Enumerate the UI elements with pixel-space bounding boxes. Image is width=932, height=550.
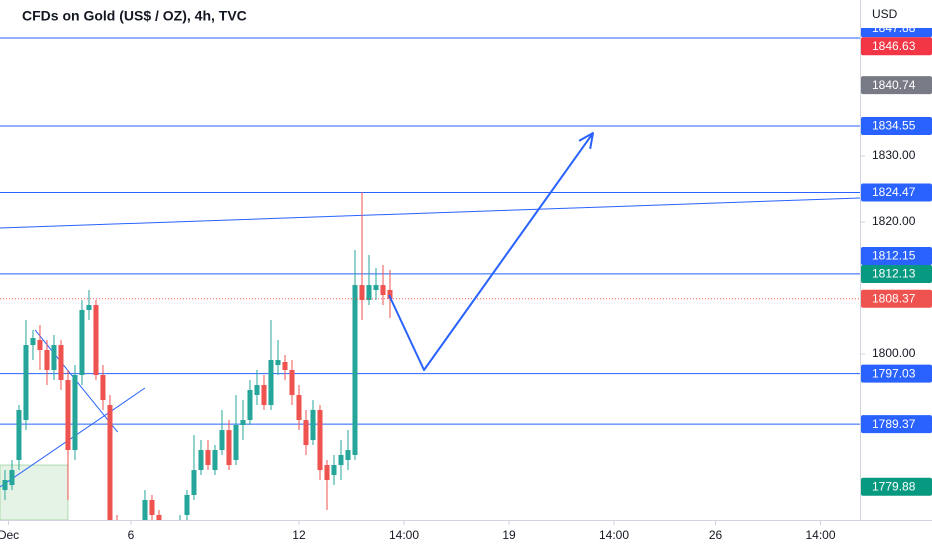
level-label-box bbox=[861, 246, 932, 265]
level-label: 1824.47 bbox=[872, 185, 916, 199]
x-tick-label: 14:00 bbox=[599, 528, 629, 542]
candle-body bbox=[282, 362, 288, 370]
candle-body bbox=[205, 450, 211, 466]
chart-title: CFDs on Gold (US$ / OZ), 4h, TVC bbox=[22, 8, 247, 24]
y-tick-label: 1830.00 bbox=[872, 148, 916, 162]
candle-body bbox=[16, 409, 22, 461]
candle-body bbox=[219, 430, 225, 451]
candle-body bbox=[240, 420, 246, 426]
candle-body bbox=[30, 338, 36, 346]
candle-body bbox=[261, 385, 267, 406]
candle-body bbox=[177, 520, 182, 535]
candle-body bbox=[366, 285, 372, 301]
candle-body bbox=[317, 409, 323, 471]
last-price-label: 1808.37 bbox=[872, 291, 916, 305]
candle-body bbox=[275, 360, 281, 366]
candle-body bbox=[44, 349, 50, 370]
candle-body bbox=[72, 375, 78, 451]
candle-body bbox=[93, 305, 99, 376]
arrow-head bbox=[578, 132, 595, 149]
candle-body bbox=[303, 420, 309, 446]
level-label-box bbox=[861, 116, 932, 135]
candle-body bbox=[86, 305, 92, 310]
candle-body bbox=[254, 385, 260, 395]
candle-body bbox=[268, 360, 274, 406]
candle-body bbox=[58, 345, 64, 381]
candle-body bbox=[184, 494, 190, 515]
candle-body bbox=[233, 425, 239, 461]
level-label: 1789.37 bbox=[872, 417, 916, 431]
candle-body bbox=[324, 465, 330, 481]
candle-body bbox=[310, 409, 316, 441]
marker-label: 1779.88 bbox=[872, 479, 916, 493]
candle-body bbox=[198, 450, 204, 471]
candle-body bbox=[163, 525, 168, 530]
y-tick-label: 1800.00 bbox=[872, 346, 916, 360]
candle-body bbox=[170, 525, 175, 535]
x-tick-label: 19 bbox=[502, 528, 516, 542]
marker-label: 1840.74 bbox=[872, 78, 916, 92]
marker-label: 1812.13 bbox=[872, 267, 916, 281]
candle-body bbox=[23, 345, 29, 421]
y-tick-label: 1820.00 bbox=[872, 214, 916, 228]
level-label: 1812.15 bbox=[872, 249, 916, 263]
candle-body bbox=[296, 394, 302, 421]
candle-body bbox=[289, 369, 295, 395]
level-label: 1834.55 bbox=[872, 119, 916, 133]
level-label-box bbox=[861, 364, 932, 383]
candle-body bbox=[352, 285, 358, 455]
candle-body bbox=[380, 285, 386, 296]
marker-label-box bbox=[861, 76, 932, 95]
candle-body bbox=[191, 470, 197, 495]
candle-body bbox=[156, 514, 162, 520]
candle-body bbox=[212, 450, 218, 471]
candle-body bbox=[121, 540, 126, 550]
x-tick-label: 26 bbox=[709, 528, 723, 542]
candle-body bbox=[331, 465, 337, 475]
unit-label: USD bbox=[872, 7, 898, 21]
marker-label-box bbox=[861, 264, 932, 283]
trend-line bbox=[0, 197, 860, 229]
x-tick-label: 12 bbox=[292, 528, 306, 542]
candle-body bbox=[65, 380, 71, 451]
candle-body bbox=[100, 375, 106, 401]
x-tick-label: 14:00 bbox=[806, 528, 836, 542]
level-label-box bbox=[861, 183, 932, 202]
candle-body bbox=[359, 285, 365, 301]
x-tick-label: 6 bbox=[128, 528, 135, 542]
marker-label-box bbox=[861, 477, 932, 496]
last-price-label-box bbox=[861, 289, 932, 308]
marker-label-box bbox=[861, 37, 932, 56]
price-axis: 1800.001820.001830.001847.881834.551824.… bbox=[861, 19, 932, 496]
marker-label: 1846.63 bbox=[872, 39, 916, 53]
level-label: 1797.03 bbox=[872, 366, 916, 380]
candle-body bbox=[114, 520, 119, 540]
plot-area bbox=[0, 37, 860, 550]
candle-body bbox=[107, 405, 113, 520]
candle-body bbox=[51, 345, 57, 370]
candle-body bbox=[135, 525, 140, 540]
candle-body bbox=[247, 389, 253, 421]
candle-body bbox=[37, 340, 43, 350]
candle-body bbox=[149, 500, 155, 515]
arrow-path bbox=[388, 132, 594, 371]
candle-body bbox=[142, 500, 148, 520]
candle-body bbox=[226, 430, 232, 466]
candle-body bbox=[373, 285, 379, 290]
candle-body bbox=[387, 289, 393, 299]
candle-body bbox=[345, 450, 351, 461]
candle-body bbox=[338, 454, 344, 466]
candle-body bbox=[9, 470, 15, 486]
level-label-box bbox=[861, 415, 932, 434]
candle-body bbox=[79, 309, 85, 376]
x-tick-label: Dec bbox=[0, 528, 19, 542]
x-tick-label: 14:00 bbox=[389, 528, 419, 542]
candle-body bbox=[2, 480, 8, 491]
unit-box bbox=[861, 0, 932, 28]
